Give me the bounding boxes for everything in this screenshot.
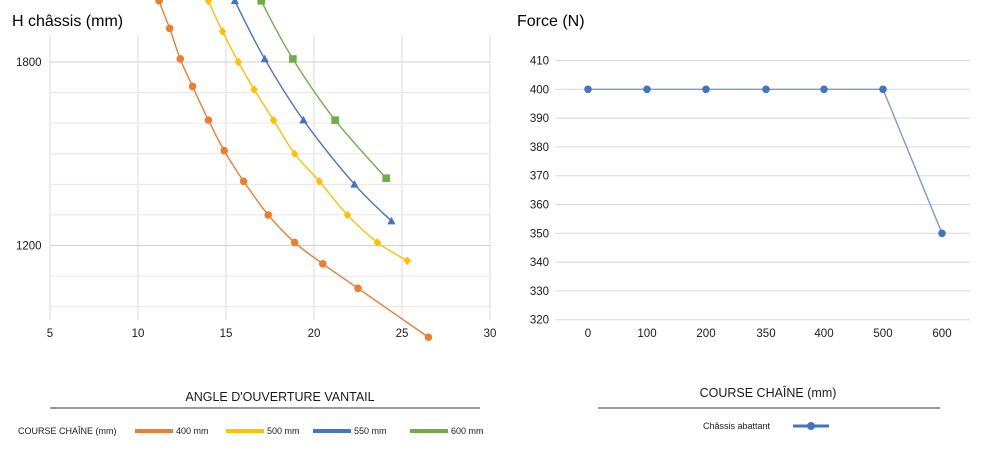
- legend-label: 600 mm: [451, 426, 484, 436]
- y-tick-label: 350: [530, 228, 549, 240]
- y-tick-label: 410: [530, 56, 549, 68]
- x-tick-label: 100: [637, 328, 656, 340]
- data-point: [373, 238, 382, 247]
- series-chassis-abattant: [584, 85, 946, 238]
- x-tick-label: 400: [814, 328, 833, 340]
- y-axis-title: H châssis (mm): [12, 13, 123, 30]
- x-tick-label: 20: [308, 328, 321, 340]
- data-point: [257, 0, 265, 5]
- data-point: [234, 57, 243, 67]
- series-400-mm: [155, 0, 433, 342]
- data-point: [387, 216, 396, 225]
- x-tick-label: 25: [396, 328, 409, 340]
- series-600-mm: [257, 0, 390, 183]
- x-tick-label: 30: [484, 328, 497, 340]
- x-axis-title: COURSE CHAÎNE (mm): [700, 385, 837, 400]
- opening-angle-chart: H châssis (mm) 120018002400 51015202530 …: [12, 0, 497, 436]
- y-tick-label: 320: [530, 315, 549, 327]
- data-point: [188, 82, 197, 91]
- series-group: [155, 0, 433, 342]
- force-chart: Force (N) 410 400 390 380 370 360 350 340 330 320…: [517, 13, 970, 431]
- x-tick-labels: 0 100 200 350 400 500 600: [585, 328, 952, 340]
- y-tick-label: 380: [530, 142, 549, 154]
- series-line: [158, 0, 429, 338]
- data-point: [155, 0, 163, 5]
- series-line: [233, 0, 392, 222]
- data-point: [762, 85, 770, 94]
- series-550-mm: [230, 0, 396, 225]
- legend-marker: [807, 422, 815, 430]
- x-tick-label: 500: [873, 328, 892, 340]
- y-tick-label: 340: [530, 257, 549, 269]
- x-axis-title: ANGLE D'OUVERTURE VANTAIL: [185, 390, 374, 404]
- data-point: [220, 146, 229, 155]
- y-tick-label: 360: [530, 200, 549, 212]
- x-tick-label: 350: [756, 328, 775, 340]
- data-point: [260, 54, 269, 63]
- x-tick-label: 600: [932, 328, 951, 340]
- data-point: [584, 85, 592, 94]
- data-point: [382, 174, 390, 183]
- y-tick-label: 390: [530, 113, 549, 125]
- data-point: [289, 55, 297, 63]
- data-point: [204, 116, 213, 124]
- data-point: [643, 85, 651, 94]
- data-point: [165, 24, 174, 33]
- x-tick-label: 200: [696, 328, 715, 340]
- data-point: [820, 85, 828, 94]
- data-point: [299, 115, 308, 124]
- data-point: [264, 211, 273, 219]
- legend-entry: 600 mm: [410, 426, 484, 436]
- data-point: [218, 27, 227, 36]
- series-line: [588, 88, 943, 234]
- legend-label: Châssis abattant: [703, 421, 771, 431]
- data-point: [424, 333, 433, 342]
- data-point: [290, 149, 299, 159]
- data-point: [250, 85, 258, 94]
- data-point: [230, 0, 239, 5]
- data-point: [938, 229, 946, 238]
- y-axis-title: Force (N): [517, 13, 585, 30]
- legend-label: 500 mm: [267, 426, 300, 436]
- legend-label: 550 mm: [354, 426, 387, 436]
- grid-lines: [555, 60, 970, 321]
- y-tick-label: 370: [530, 171, 549, 183]
- series-500-mm: [204, 0, 412, 266]
- data-point: [319, 260, 327, 268]
- legend-prefix: COURSE CHAÎNE (mm): [18, 426, 117, 436]
- grid-lines: [49, 35, 491, 320]
- data-point: [403, 256, 412, 266]
- y-tick-label: 1800: [16, 57, 42, 69]
- data-point: [331, 116, 339, 124]
- y-tick-label: 1200: [16, 241, 42, 253]
- y-tick-labels: 410 400 390 380 370 360 350 340 330 320: [530, 56, 549, 327]
- legend-entry: 500 mm: [226, 426, 300, 436]
- x-tick-label: 0: [585, 328, 591, 340]
- y-tick-labels: 120018002400: [16, 57, 42, 253]
- y-tick-label: 400: [530, 84, 549, 96]
- y-tick-label: 330: [530, 286, 549, 298]
- data-point: [315, 176, 324, 186]
- series-line: [207, 0, 408, 262]
- legend-label: 400 mm: [176, 426, 209, 436]
- data-point: [269, 115, 278, 125]
- legend-entry: 550 mm: [313, 426, 387, 436]
- legend: COURSE CHAÎNE (mm) 400 mm 500 mm 550 mm 600…: [18, 426, 484, 436]
- data-point: [879, 85, 887, 94]
- data-point: [176, 55, 185, 63]
- legend: Châssis abattant: [703, 421, 829, 431]
- legend-entry: 400 mm: [135, 426, 209, 436]
- data-point: [354, 284, 362, 293]
- x-tick-label: 15: [220, 328, 233, 340]
- data-point: [702, 85, 710, 94]
- x-tick-labels: 5 10 15 20 25 30: [47, 328, 497, 340]
- data-point: [350, 180, 359, 188]
- x-tick-label: 10: [132, 328, 145, 340]
- series-group: [584, 85, 946, 238]
- data-point: [204, 0, 213, 6]
- data-point: [343, 210, 352, 220]
- data-point: [290, 238, 299, 247]
- x-tick-label: 5: [47, 328, 53, 340]
- data-point: [239, 177, 248, 186]
